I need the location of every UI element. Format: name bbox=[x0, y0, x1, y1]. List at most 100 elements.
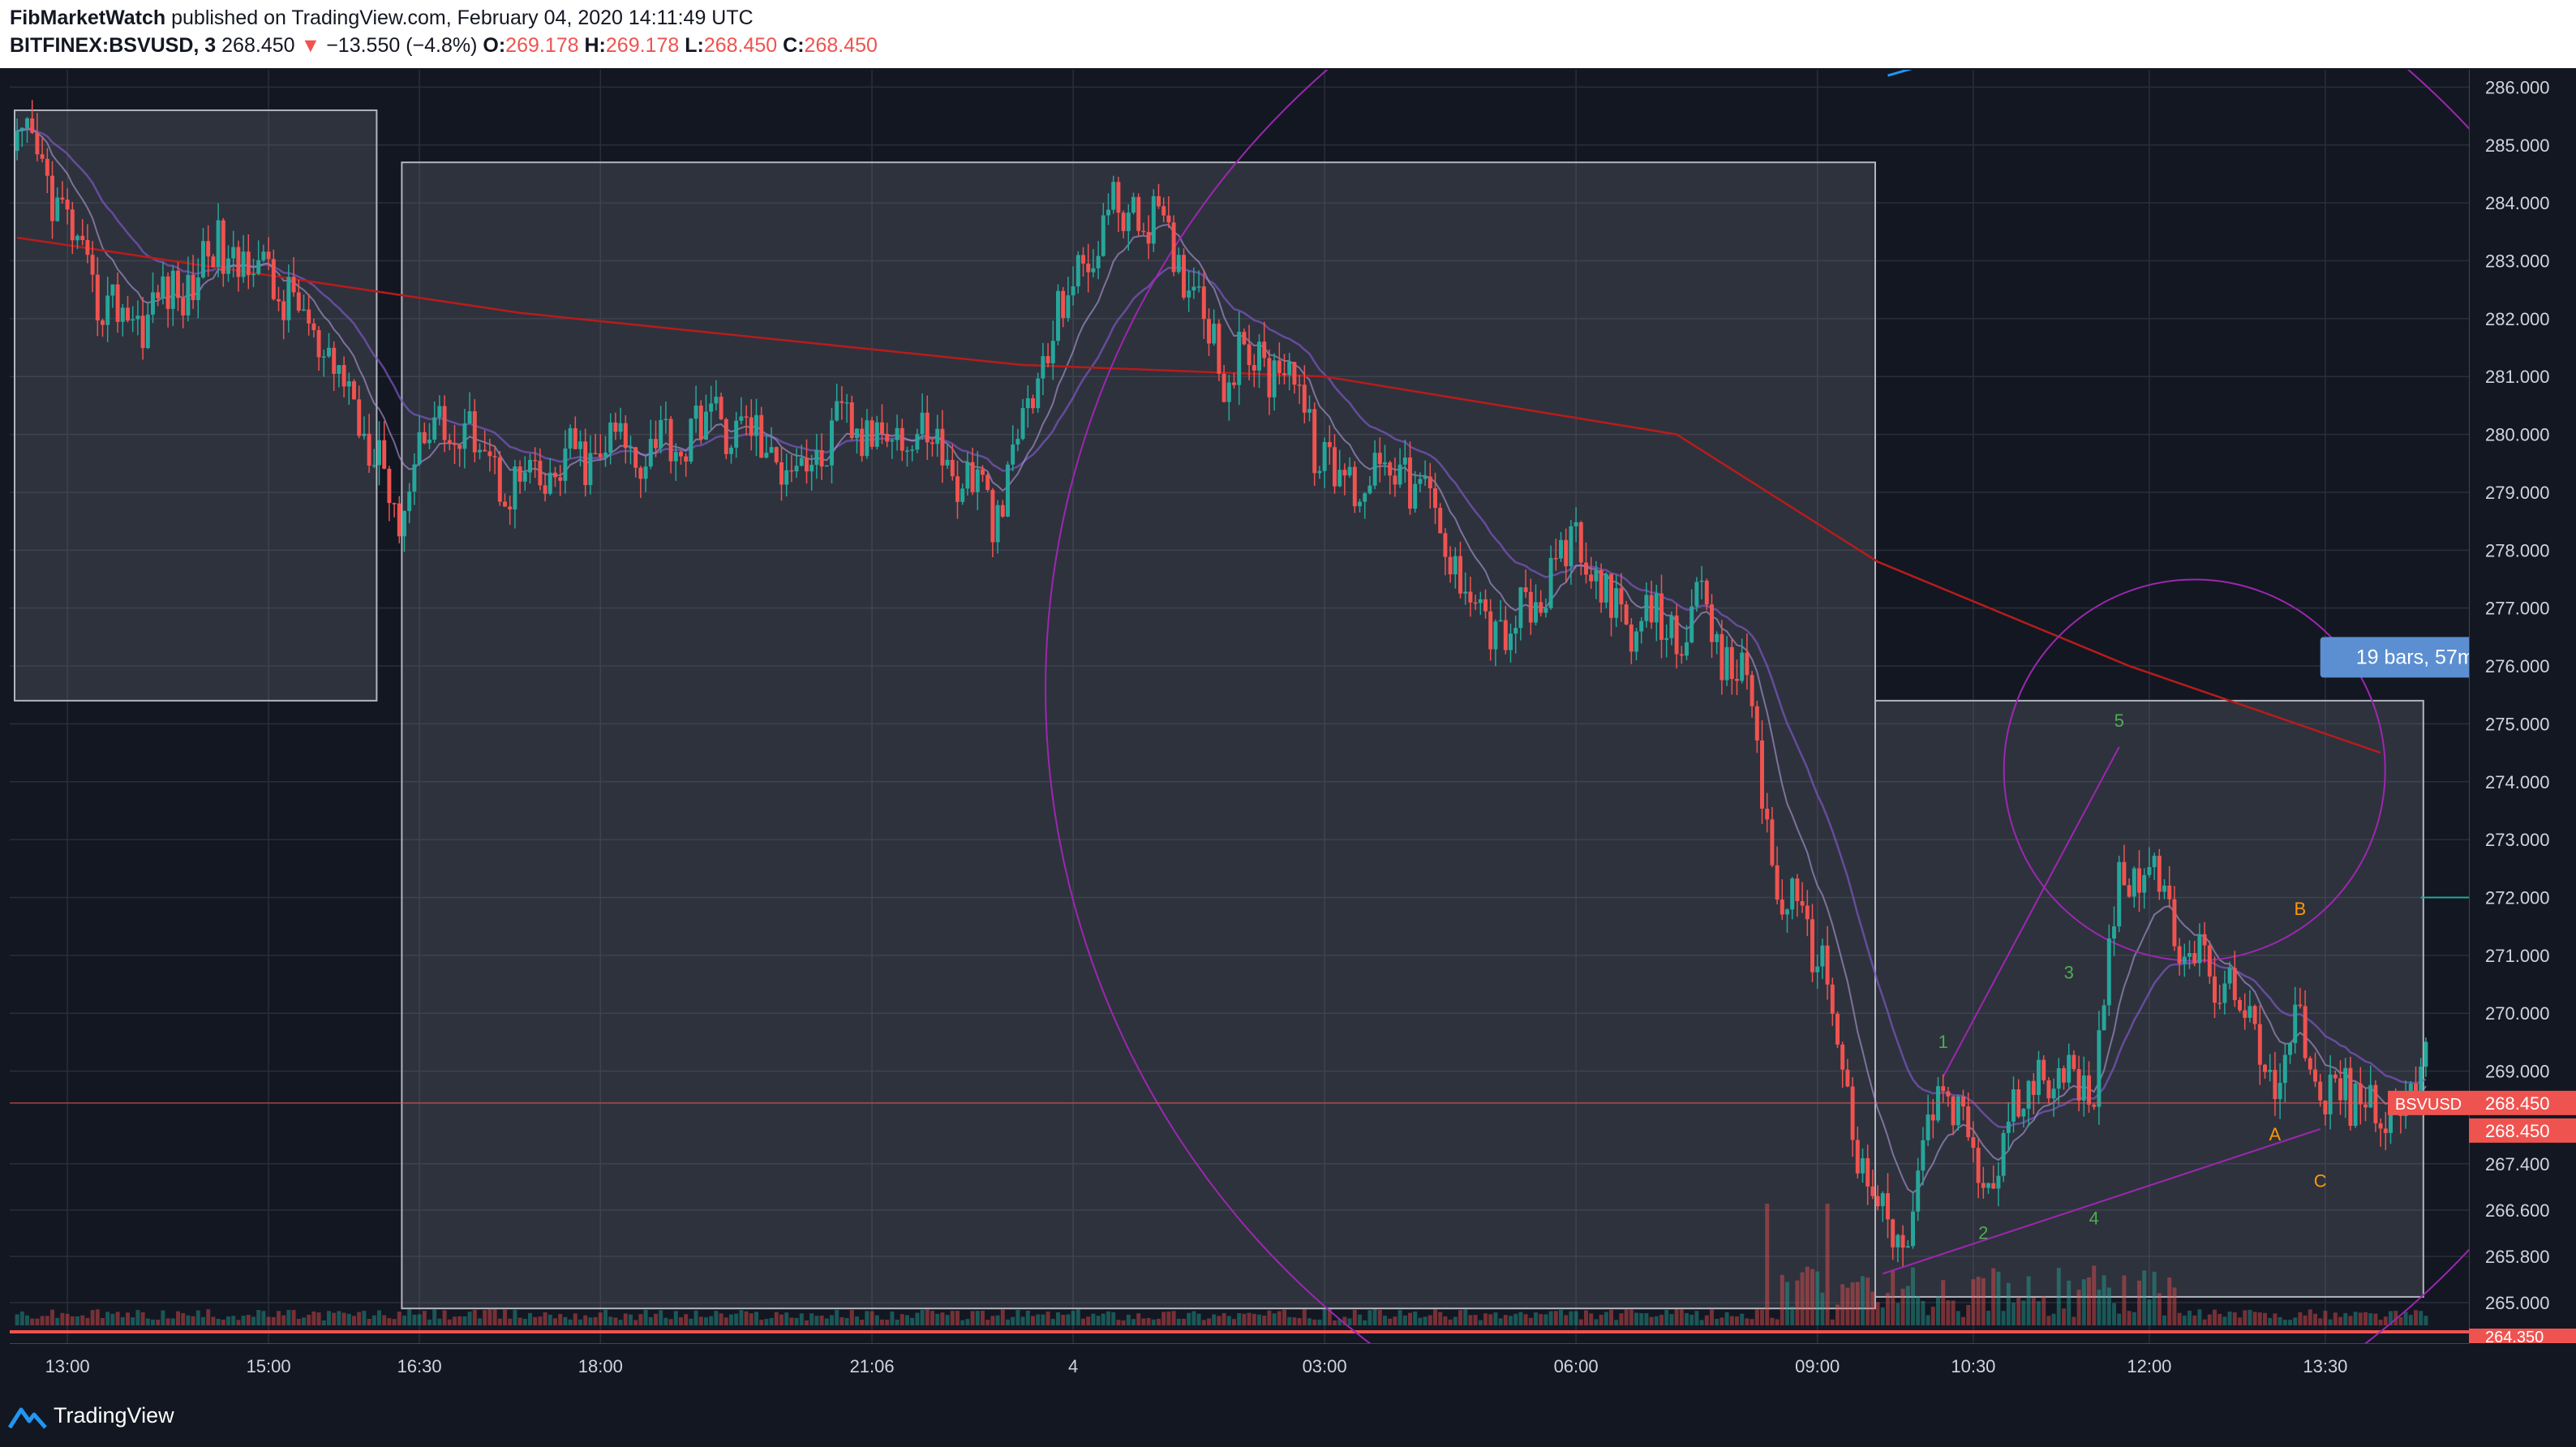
candle-body bbox=[256, 260, 261, 274]
candle bbox=[1086, 243, 1091, 293]
volume-bar bbox=[573, 1313, 577, 1325]
candle bbox=[1136, 193, 1141, 236]
candle-body bbox=[2041, 1059, 2046, 1080]
candle bbox=[1896, 1234, 1900, 1263]
measure-tool[interactable]: 19 bars, 57m bbox=[2320, 637, 2469, 1102]
candle-body bbox=[397, 503, 401, 537]
tradingview-logo-icon bbox=[8, 1407, 47, 1429]
volume-bar bbox=[1221, 1312, 1226, 1325]
candle-body bbox=[191, 274, 195, 301]
candle-body bbox=[1226, 382, 1231, 402]
volume-bar bbox=[126, 1312, 130, 1325]
candle bbox=[869, 416, 874, 450]
volume-bar bbox=[1438, 1312, 1443, 1325]
candle-body bbox=[1413, 483, 1418, 509]
candle bbox=[1402, 440, 1407, 483]
candle-body bbox=[1870, 1186, 1875, 1196]
volume-bar bbox=[55, 1317, 60, 1325]
candle bbox=[311, 318, 316, 338]
candle bbox=[1101, 203, 1106, 257]
candle-body bbox=[357, 399, 362, 436]
volume-bar bbox=[1478, 1320, 1483, 1325]
candle bbox=[899, 419, 904, 462]
volume-bar bbox=[2122, 1275, 2127, 1325]
candle-body bbox=[422, 432, 427, 444]
candle-body bbox=[2132, 868, 2136, 897]
candle bbox=[2167, 865, 2172, 908]
price-tick-label: 279.000 bbox=[2485, 483, 2550, 503]
symbol-label[interactable]: BITFINEX:BSVUSD, 3 bbox=[10, 34, 217, 57]
volume-bar bbox=[2373, 1313, 2378, 1325]
candle-body bbox=[1262, 341, 1267, 359]
volume-bar bbox=[1795, 1280, 1800, 1325]
candle bbox=[1775, 846, 1780, 904]
candle-body bbox=[1372, 453, 1377, 486]
volume-bar bbox=[1418, 1317, 1423, 1325]
volume-bar bbox=[558, 1313, 563, 1325]
candle bbox=[2213, 956, 2217, 1019]
volume-bar bbox=[2358, 1312, 2363, 1325]
candle-body bbox=[2112, 926, 2116, 939]
candle bbox=[2106, 924, 2111, 1016]
price-axis[interactable]: 265.000265.800266.600267.400269.000270.0… bbox=[2469, 70, 2576, 1343]
candle bbox=[1921, 1127, 1926, 1186]
candle-body bbox=[371, 465, 376, 467]
candle bbox=[211, 253, 216, 268]
volume-bar bbox=[131, 1317, 135, 1325]
volume-bar bbox=[890, 1312, 895, 1325]
published-text: published on TradingView.com, February 0… bbox=[171, 6, 753, 29]
candle bbox=[387, 466, 392, 522]
volume-bar bbox=[437, 1318, 442, 1325]
candle-body bbox=[955, 476, 960, 502]
author-name[interactable]: FibMarketWatch bbox=[10, 6, 166, 29]
candle bbox=[1333, 434, 1337, 494]
candle bbox=[2132, 866, 2136, 908]
candle-body bbox=[1754, 706, 1759, 741]
candle-body bbox=[2257, 1024, 2262, 1065]
candle bbox=[2222, 970, 2227, 1015]
volume-bar bbox=[1509, 1316, 1513, 1325]
candle-body bbox=[2001, 1132, 2006, 1176]
volume-bar bbox=[2056, 1268, 2061, 1325]
candle-body bbox=[1830, 984, 1835, 1014]
time-axis[interactable]: 13:00 15:00 16:30 18:00 21:06 4 03:00 06:00 09:0… bbox=[10, 1343, 2469, 1389]
candle bbox=[1473, 595, 1478, 611]
candle bbox=[1534, 584, 1538, 625]
candle bbox=[296, 279, 301, 313]
candle bbox=[2051, 1078, 2056, 1117]
candle-body bbox=[945, 459, 950, 466]
symbol-badge-label: BSVUSD bbox=[2395, 1096, 2462, 1114]
candle bbox=[1277, 342, 1282, 384]
candle bbox=[1397, 448, 1402, 488]
candle-body bbox=[45, 158, 49, 176]
candle-body bbox=[629, 447, 633, 449]
volume-bar bbox=[2187, 1310, 2192, 1325]
candle-body bbox=[648, 439, 653, 467]
candle bbox=[2373, 1080, 2378, 1132]
candle-body bbox=[1941, 1086, 1946, 1092]
candle-body bbox=[689, 419, 693, 462]
candle bbox=[2152, 852, 2157, 880]
volume-bar bbox=[522, 1318, 527, 1325]
candle-body bbox=[990, 489, 995, 543]
volume-bar bbox=[85, 1317, 90, 1325]
volume-bar bbox=[1207, 1318, 1211, 1325]
candle-body bbox=[201, 241, 205, 277]
volume-bar bbox=[1886, 1293, 1890, 1325]
candle-body bbox=[1835, 1013, 1840, 1045]
volume-bar bbox=[830, 1315, 834, 1325]
candle-body bbox=[1011, 444, 1015, 465]
candle-body bbox=[940, 428, 945, 466]
candle bbox=[2157, 848, 2162, 900]
candle bbox=[307, 294, 311, 336]
candle bbox=[1875, 1185, 1880, 1211]
candle-body bbox=[915, 434, 920, 450]
candle-body bbox=[794, 466, 799, 472]
candle-body bbox=[2282, 1054, 2287, 1084]
candle-body bbox=[1654, 593, 1659, 623]
price-tick-label: 285.000 bbox=[2485, 135, 2550, 156]
candle bbox=[830, 408, 834, 484]
candle bbox=[1045, 343, 1050, 367]
volume-bar bbox=[583, 1315, 588, 1325]
